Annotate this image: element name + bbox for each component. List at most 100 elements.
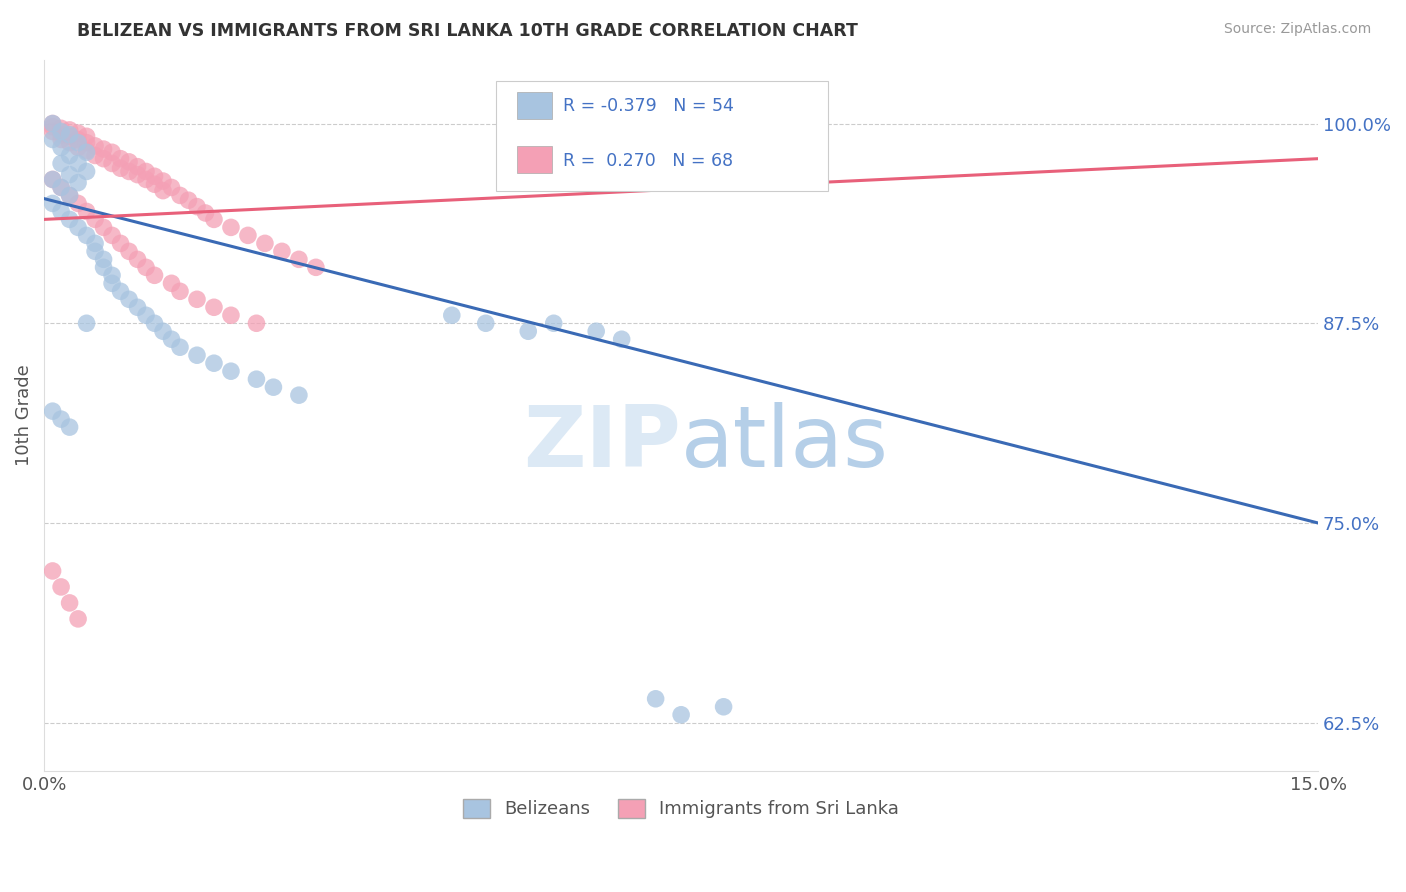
Point bbox=[58, 188, 80, 202]
Point bbox=[202, 300, 225, 314]
Point bbox=[58, 129, 80, 144]
Point bbox=[186, 200, 208, 214]
Point bbox=[202, 356, 225, 370]
Point bbox=[110, 285, 132, 299]
Point bbox=[110, 236, 132, 251]
Point bbox=[202, 212, 225, 227]
Point bbox=[118, 244, 141, 259]
Point bbox=[41, 172, 63, 186]
Point bbox=[93, 142, 115, 156]
FancyBboxPatch shape bbox=[517, 146, 553, 173]
Point bbox=[135, 308, 157, 322]
Point bbox=[49, 156, 72, 170]
Point bbox=[143, 316, 166, 330]
Point bbox=[152, 184, 174, 198]
Point bbox=[253, 236, 276, 251]
Point bbox=[152, 174, 174, 188]
Point bbox=[93, 220, 115, 235]
Point bbox=[76, 144, 98, 158]
Point bbox=[543, 316, 565, 330]
Text: ZIP: ZIP bbox=[523, 402, 681, 485]
Point bbox=[101, 228, 124, 243]
Point bbox=[110, 161, 132, 176]
Text: BELIZEAN VS IMMIGRANTS FROM SRI LANKA 10TH GRADE CORRELATION CHART: BELIZEAN VS IMMIGRANTS FROM SRI LANKA 10… bbox=[77, 22, 858, 40]
Point bbox=[58, 212, 80, 227]
Point bbox=[236, 228, 259, 243]
Point bbox=[49, 204, 72, 219]
Point bbox=[101, 277, 124, 291]
Point bbox=[271, 244, 294, 259]
Point bbox=[58, 420, 80, 434]
Point bbox=[58, 148, 80, 162]
Point bbox=[84, 244, 107, 259]
Point bbox=[440, 308, 463, 322]
Point bbox=[160, 277, 183, 291]
Point bbox=[101, 156, 124, 170]
Point bbox=[169, 188, 191, 202]
FancyBboxPatch shape bbox=[496, 81, 828, 191]
Point bbox=[49, 132, 72, 146]
Point bbox=[305, 260, 328, 275]
Point bbox=[76, 228, 98, 243]
Point bbox=[58, 168, 80, 182]
Point bbox=[76, 164, 98, 178]
Point bbox=[76, 136, 98, 150]
Point bbox=[152, 324, 174, 338]
Point bbox=[143, 268, 166, 283]
Point bbox=[669, 707, 692, 722]
Point bbox=[143, 169, 166, 184]
Point bbox=[135, 164, 157, 178]
Point bbox=[67, 136, 90, 150]
Point bbox=[644, 691, 666, 706]
Point bbox=[245, 316, 267, 330]
Point bbox=[585, 324, 607, 338]
Point bbox=[93, 152, 115, 166]
Point bbox=[110, 152, 132, 166]
Point bbox=[262, 380, 284, 394]
Point bbox=[41, 132, 63, 146]
Point bbox=[127, 300, 149, 314]
Point bbox=[58, 596, 80, 610]
Point bbox=[101, 145, 124, 160]
FancyBboxPatch shape bbox=[517, 92, 553, 119]
Point bbox=[49, 128, 72, 142]
Point bbox=[58, 188, 80, 202]
Point bbox=[49, 121, 72, 136]
Point bbox=[41, 404, 63, 418]
Point bbox=[67, 196, 90, 211]
Point bbox=[84, 148, 107, 162]
Point bbox=[160, 332, 183, 346]
Point bbox=[118, 293, 141, 307]
Point bbox=[84, 139, 107, 153]
Point bbox=[84, 236, 107, 251]
Point bbox=[49, 180, 72, 194]
Legend: Belizeans, Immigrants from Sri Lanka: Belizeans, Immigrants from Sri Lanka bbox=[456, 792, 907, 826]
Point bbox=[41, 172, 63, 186]
Point bbox=[127, 252, 149, 267]
Point bbox=[76, 145, 98, 160]
Point bbox=[93, 252, 115, 267]
Point bbox=[58, 123, 80, 137]
Text: R =  0.270   N = 68: R = 0.270 N = 68 bbox=[562, 152, 733, 170]
Point bbox=[76, 316, 98, 330]
Point bbox=[288, 388, 311, 402]
Point bbox=[186, 293, 208, 307]
Point bbox=[219, 308, 242, 322]
Point bbox=[41, 120, 63, 134]
Point bbox=[143, 178, 166, 192]
Text: atlas: atlas bbox=[681, 402, 889, 485]
Point bbox=[58, 136, 80, 150]
Point bbox=[67, 132, 90, 146]
Point bbox=[41, 564, 63, 578]
Point bbox=[49, 412, 72, 426]
Point bbox=[49, 124, 72, 138]
Point bbox=[118, 164, 141, 178]
Point bbox=[41, 196, 63, 211]
Point bbox=[58, 128, 80, 142]
Text: R = -0.379   N = 54: R = -0.379 N = 54 bbox=[562, 97, 734, 115]
Point bbox=[127, 168, 149, 182]
Point bbox=[169, 340, 191, 354]
Point bbox=[186, 348, 208, 362]
Point bbox=[713, 699, 735, 714]
Point bbox=[84, 212, 107, 227]
